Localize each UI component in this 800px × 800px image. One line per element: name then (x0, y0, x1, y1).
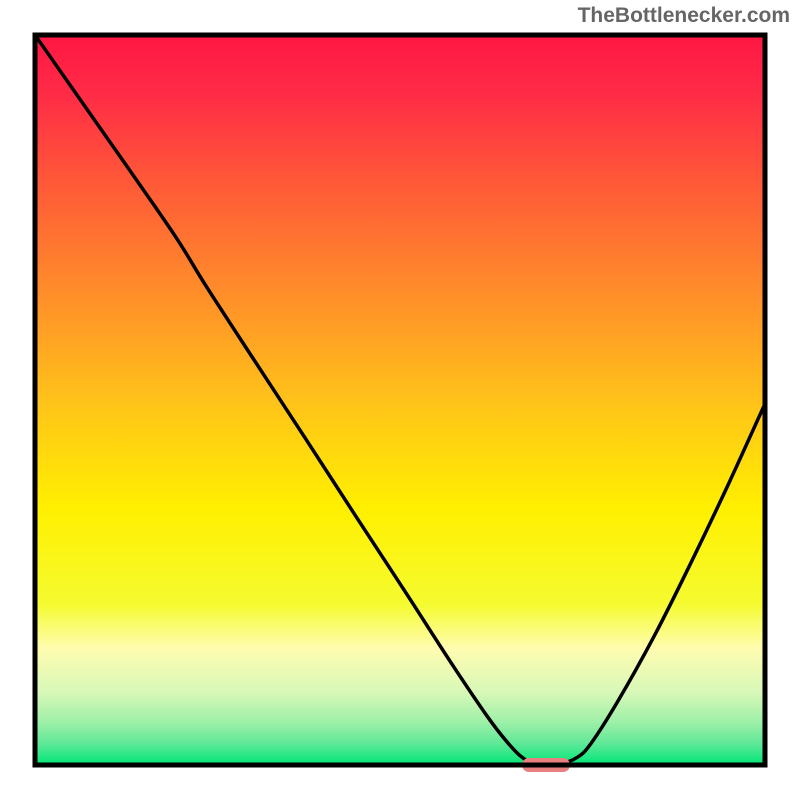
watermark-text: TheBottlenecker.com (578, 4, 790, 28)
bottleneck-chart (0, 0, 800, 800)
gradient-background (35, 35, 765, 765)
